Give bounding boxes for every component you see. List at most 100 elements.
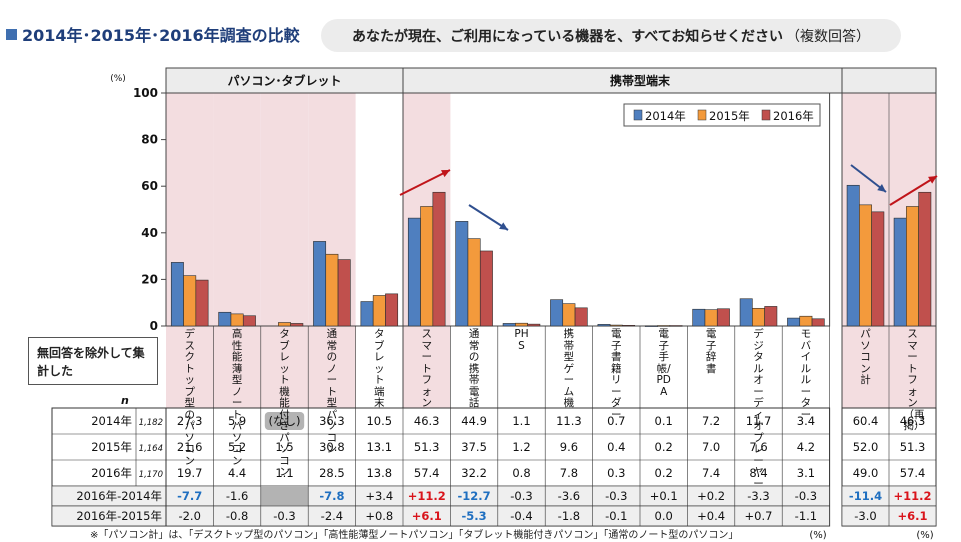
cat5-bar-2014年 <box>407 217 421 327</box>
summary1-bar-2014年 <box>893 217 907 327</box>
cell-0-11: 7.2 <box>702 414 720 428</box>
cell-4-12: +0.7 <box>745 509 773 523</box>
cell-2-1: 4.4 <box>228 466 246 480</box>
summary-cell-0-0: 60.4 <box>853 414 879 428</box>
y-tick-label-60: 60 <box>141 179 158 193</box>
cat12-bar-2015年 <box>752 307 765 327</box>
cell-2-4: 13.8 <box>366 466 392 480</box>
cat9-bar-2014年 <box>597 324 611 327</box>
row-label-2: 2016年 <box>91 466 132 480</box>
category-label-13: モバイルルーター <box>800 328 812 421</box>
summary-cell-3-0: -11.4 <box>849 489 882 503</box>
cell-0-0: 27.3 <box>177 414 203 428</box>
cat5-bar-2015年 <box>420 206 434 327</box>
cat11-bar-2016年 <box>716 308 730 327</box>
table-unit-label: (%) <box>809 530 826 541</box>
cell-1-8: 9.6 <box>560 440 578 454</box>
category-label-12: デジタルオーディオプレーヤー <box>753 328 764 490</box>
cell-0-8: 11.3 <box>556 414 582 428</box>
category-label-4: タブレット端末 <box>374 328 385 409</box>
cat13-bar-2015年 <box>799 315 813 327</box>
cat5-bar-2016年 <box>432 191 446 327</box>
summary-cell-2-1: 57.4 <box>900 466 926 480</box>
cell-1-0: 21.6 <box>177 440 203 454</box>
cat3-bar-2015年 <box>325 253 339 327</box>
cat10-bar-2015年 <box>657 325 671 327</box>
summary0-bar-2016年 <box>871 211 885 327</box>
cell-3-12: -3.3 <box>747 489 769 503</box>
cat8-bar-2015年 <box>562 303 576 327</box>
legend-label-2015年: 2015年 <box>709 109 750 123</box>
cell-1-1: 5.2 <box>228 440 246 454</box>
cell-2-12: 8.4 <box>749 466 767 480</box>
category-label-1: 高性能薄型ノートパソコン <box>231 328 243 467</box>
cell-3-13: -0.3 <box>795 489 817 503</box>
cell-3-7: -0.3 <box>510 489 532 503</box>
cell-0-6: 44.9 <box>461 414 487 428</box>
summary-cell-3-1: +11.2 <box>893 489 931 503</box>
cat1-bar-2016年 <box>242 315 256 327</box>
cat7-bar-2015年 <box>515 322 528 327</box>
cat0-bar-2014年 <box>170 262 184 327</box>
cell-3-5: +11.2 <box>408 489 446 503</box>
group-header-label-0: パソコン･タブレット <box>227 73 341 88</box>
category-label-11: 電子辞書 <box>705 328 717 375</box>
cell-2-11: 7.4 <box>702 466 720 480</box>
down-arrow-feature-phone-head <box>499 222 508 230</box>
cell-4-10: 0.0 <box>655 509 673 523</box>
cat4-bar-2016年 <box>385 293 399 327</box>
cat8-bar-2016年 <box>574 307 588 327</box>
summary-header <box>841 67 937 94</box>
cell-4-1: -0.8 <box>226 509 248 523</box>
category-label-9: 電子書籍リーダー <box>611 328 622 421</box>
cat8-bar-2014年 <box>550 299 564 327</box>
cell-3-11: +0.2 <box>697 489 725 503</box>
cell-1-12: 7.6 <box>749 440 767 454</box>
highlight-column-1 <box>213 93 261 408</box>
cell-4-3: -2.4 <box>321 509 343 523</box>
cell-4-8: -1.8 <box>558 509 580 523</box>
row-label-4: 2016年-2015年 <box>76 509 162 523</box>
cell-4-9: -0.1 <box>605 509 627 523</box>
cell-4-5: +6.1 <box>412 509 442 523</box>
summary1-bar-2015年 <box>906 206 919 327</box>
cell-1-13: 4.2 <box>797 440 815 454</box>
cell-3-6: -12.7 <box>458 489 491 503</box>
cat1-bar-2014年 <box>218 311 232 327</box>
cat3-bar-2014年 <box>313 241 327 327</box>
cell-0-12: 11.7 <box>746 414 772 428</box>
cat1-bar-2015年 <box>230 313 244 327</box>
empty-cell-3-2 <box>260 486 309 506</box>
highlight-column-0 <box>166 93 214 408</box>
cell-2-2: 1.1 <box>275 466 293 480</box>
cat13-bar-2016年 <box>811 318 825 327</box>
row-label-0: 2014年 <box>91 414 132 428</box>
y-tick-label-40: 40 <box>141 226 158 240</box>
cell-4-6: -5.3 <box>462 509 487 523</box>
legend-swatch-2016年 <box>761 109 771 121</box>
cell-2-7: 0.8 <box>512 466 530 480</box>
category-label-2: タブレット機能付きパソコン <box>279 328 290 478</box>
cell-4-7: -0.4 <box>510 509 532 523</box>
cat0-bar-2015年 <box>183 275 197 327</box>
category-label-6: 通常の携帯電話 <box>468 328 480 409</box>
summary-cell-1-0: 52.0 <box>853 440 879 454</box>
cell-0-4: 10.5 <box>366 414 392 428</box>
cell-1-3: 30.8 <box>319 440 345 454</box>
cell-0-10: 0.1 <box>655 414 673 428</box>
cell-1-6: 37.5 <box>461 440 487 454</box>
category-label-10: 電子手帳/PDA <box>656 328 671 398</box>
category-label-5: スマートフォン <box>421 328 432 409</box>
cell-2-8: 7.8 <box>560 466 578 480</box>
cell-1-5: 51.3 <box>414 440 440 454</box>
cat7-bar-2016年 <box>527 323 541 327</box>
y-tick-label-20: 20 <box>141 272 158 286</box>
group-header-label-1: 携帯型端末 <box>610 73 671 88</box>
cell-0-9: 0.7 <box>607 414 625 428</box>
category-label-8: 携帯型ゲーム機 <box>563 328 575 409</box>
cat13-bar-2014年 <box>787 317 801 327</box>
cell-3-8: -3.6 <box>558 489 580 503</box>
cell-2-9: 0.3 <box>607 466 625 480</box>
n-label: n <box>121 394 129 407</box>
cell-0-2: (なし) <box>269 414 301 428</box>
